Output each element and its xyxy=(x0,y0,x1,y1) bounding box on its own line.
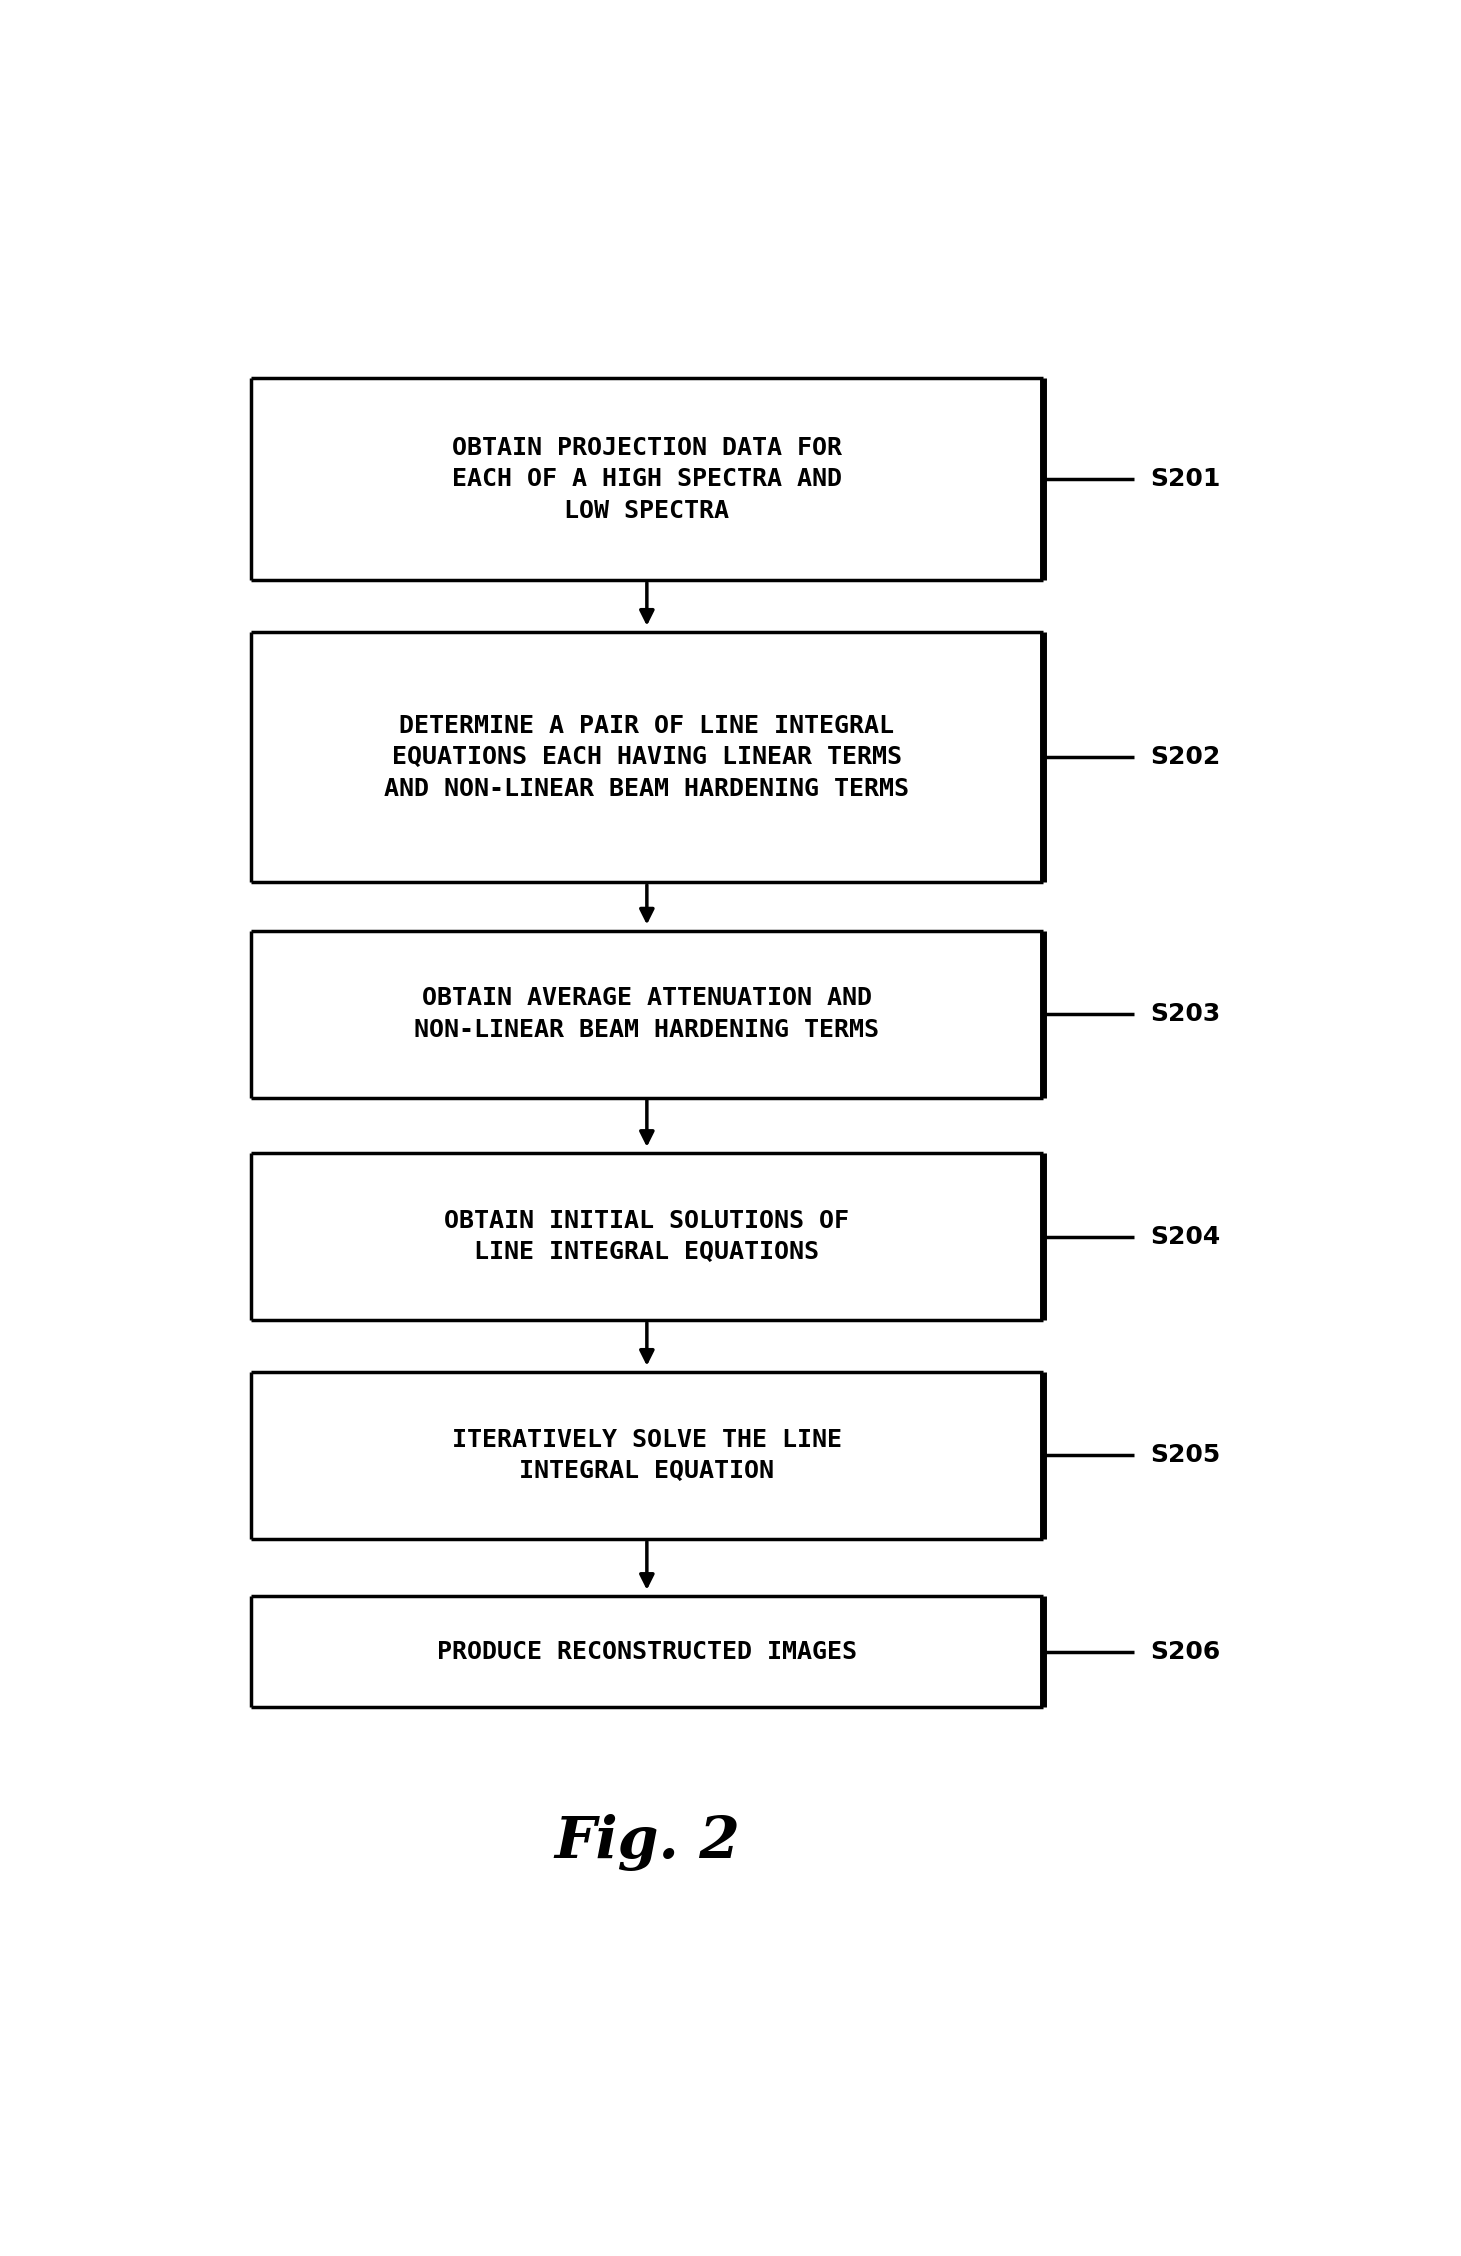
Text: Fig. 2: Fig. 2 xyxy=(554,1814,739,1870)
Text: ITERATIVELY SOLVE THE LINE
INTEGRAL EQUATION: ITERATIVELY SOLVE THE LINE INTEGRAL EQUA… xyxy=(451,1428,842,1482)
Text: S201: S201 xyxy=(1151,467,1221,492)
Text: S204: S204 xyxy=(1151,1225,1221,1248)
Text: S206: S206 xyxy=(1151,1640,1221,1663)
Text: S203: S203 xyxy=(1151,1002,1221,1026)
Text: DETERMINE A PAIR OF LINE INTEGRAL
EQUATIONS EACH HAVING LINEAR TERMS
AND NON-LIN: DETERMINE A PAIR OF LINE INTEGRAL EQUATI… xyxy=(384,713,909,801)
Text: S202: S202 xyxy=(1151,744,1221,769)
Text: PRODUCE RECONSTRUCTED IMAGES: PRODUCE RECONSTRUCTED IMAGES xyxy=(437,1640,856,1663)
Text: S205: S205 xyxy=(1151,1444,1221,1466)
Text: OBTAIN AVERAGE ATTENUATION AND
NON-LINEAR BEAM HARDENING TERMS: OBTAIN AVERAGE ATTENUATION AND NON-LINEA… xyxy=(415,986,880,1042)
Text: OBTAIN INITIAL SOLUTIONS OF
LINE INTEGRAL EQUATIONS: OBTAIN INITIAL SOLUTIONS OF LINE INTEGRA… xyxy=(444,1209,849,1263)
Text: OBTAIN PROJECTION DATA FOR
EACH OF A HIGH SPECTRA AND
LOW SPECTRA: OBTAIN PROJECTION DATA FOR EACH OF A HIG… xyxy=(451,435,842,523)
